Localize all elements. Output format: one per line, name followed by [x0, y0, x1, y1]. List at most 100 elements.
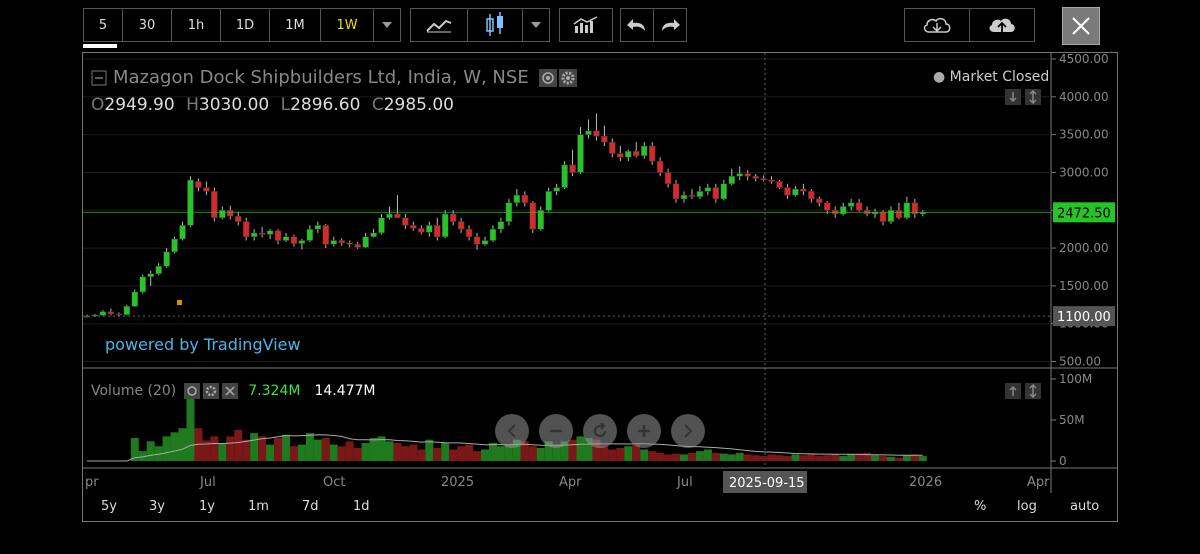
- chart-canvas[interactable]: 4500.004000.003500.003000.002500.002000.…: [83, 53, 1117, 493]
- volume-bar: [855, 453, 864, 461]
- candle-body: [274, 230, 282, 241]
- arrow-up-icon[interactable]: [1005, 383, 1021, 399]
- zoom-in-button[interactable]: [627, 414, 661, 448]
- candle-body: [362, 236, 369, 248]
- redo-button[interactable]: [653, 8, 687, 42]
- volume-bar: [250, 433, 259, 461]
- volume-bar: [600, 446, 609, 461]
- settings-gear-icon[interactable]: [203, 383, 220, 399]
- redo-icon: [662, 19, 680, 31]
- candle-body: [195, 181, 202, 188]
- volume-bar: [377, 436, 386, 461]
- candle-body: [712, 187, 720, 200]
- price-tick-label: 3500.00: [1059, 128, 1109, 142]
- interval-1h-button[interactable]: 1h: [171, 8, 221, 42]
- plus-icon: [638, 425, 650, 437]
- candle-body: [784, 187, 791, 196]
- range-1d-button[interactable]: 1d: [353, 499, 370, 514]
- candle-body: [752, 175, 759, 179]
- scroll-left-button[interactable]: [495, 414, 529, 448]
- interval-label: 1h: [187, 17, 205, 33]
- range-7d-button[interactable]: 7d: [302, 499, 319, 514]
- time-axis-label: Jul: [676, 475, 693, 490]
- candle-body: [250, 232, 258, 237]
- chart-type-line-button[interactable]: [410, 8, 468, 42]
- reset-zoom-button[interactable]: [583, 414, 617, 448]
- candle-body: [808, 191, 815, 200]
- range-3y-button[interactable]: 3y: [149, 499, 165, 514]
- interval-label: 1M: [285, 17, 305, 33]
- volume-bar: [576, 436, 585, 461]
- interval-5-button[interactable]: 5: [83, 8, 123, 42]
- chart-type-candle-button[interactable]: [467, 8, 523, 42]
- interval-1d-button[interactable]: 1D: [220, 8, 270, 42]
- volume-bar: [799, 455, 808, 461]
- candle-body: [792, 188, 799, 196]
- candle-body: [489, 228, 497, 241]
- crosshair-price-badge: [1053, 306, 1115, 327]
- collapse-icon[interactable]: [91, 70, 107, 86]
- close-button[interactable]: [1062, 7, 1100, 45]
- price-tick-label: 500.00: [1059, 355, 1101, 369]
- log-scale-button[interactable]: log: [1017, 499, 1037, 514]
- auto-scale-button[interactable]: auto: [1070, 499, 1100, 514]
- volume-bar: [369, 438, 378, 461]
- chart-type-dropdown-button[interactable]: [522, 8, 550, 42]
- candle-body: [672, 183, 680, 200]
- interval-1m-button[interactable]: 1M: [269, 8, 321, 42]
- volume-bar: [162, 436, 171, 461]
- expand-icon[interactable]: [1025, 89, 1041, 105]
- interval-1w-button[interactable]: 1W: [320, 8, 374, 42]
- range-1m-button[interactable]: 1m: [248, 499, 269, 514]
- visibility-icon[interactable]: [184, 383, 201, 399]
- interval-dropdown-button[interactable]: [373, 8, 401, 42]
- expand-icon[interactable]: [1025, 383, 1041, 399]
- candle-body: [800, 188, 807, 192]
- load-chart-button[interactable]: [904, 8, 970, 42]
- candle-body: [258, 232, 266, 235]
- indicators-button[interactable]: [559, 8, 613, 42]
- volume-bar: [130, 438, 139, 461]
- settings-gear-icon[interactable]: [558, 68, 577, 87]
- volume-bar: [313, 439, 322, 461]
- candle-body: [394, 213, 401, 219]
- visibility-icon[interactable]: [538, 68, 557, 87]
- tradingview-branding[interactable]: powered by TradingView: [105, 335, 301, 354]
- ohlc-values: O2949.90 H3030.00 L2896.60 C2985.00: [91, 95, 454, 115]
- volume-bar: [409, 444, 418, 461]
- time-axis-label: 2025: [441, 475, 474, 490]
- candle-body: [553, 187, 560, 192]
- interval-30-button[interactable]: 30: [122, 8, 172, 42]
- volume-bar: [473, 451, 482, 461]
- candle-body: [131, 291, 139, 307]
- remove-icon[interactable]: [222, 383, 239, 399]
- scroll-right-button[interactable]: [671, 414, 705, 448]
- volume-bar: [329, 444, 338, 461]
- save-chart-button[interactable]: [969, 8, 1035, 42]
- candle-body: [322, 225, 330, 245]
- volume-bar: [711, 452, 720, 461]
- volume-legend: Volume (20) 7.324M 14.477M: [91, 383, 376, 399]
- active-interval-indicator: [83, 44, 117, 48]
- candle-body: [521, 194, 529, 203]
- time-axis-label: Apr: [1027, 475, 1050, 490]
- percent-scale-button[interactable]: %: [974, 499, 987, 514]
- range-bar: 5y 3y 1y 1m 7d 1d % log auto: [83, 493, 1117, 521]
- range-1y-button[interactable]: 1y: [199, 499, 215, 514]
- zoom-out-button[interactable]: [539, 414, 573, 448]
- undo-button[interactable]: [620, 8, 654, 42]
- volume-bar: [393, 442, 402, 461]
- volume-bar: [218, 442, 227, 461]
- volume-bar: [672, 453, 681, 461]
- candle-body: [306, 228, 314, 241]
- volume-bar: [528, 446, 537, 461]
- volume-bar: [735, 452, 744, 461]
- candle-body: [163, 251, 170, 267]
- candle-body: [449, 213, 457, 222]
- range-5y-button[interactable]: 5y: [101, 499, 117, 514]
- arrow-down-icon[interactable]: [1005, 89, 1021, 105]
- candle-body: [433, 225, 441, 237]
- volume-bar: [401, 446, 410, 461]
- candle-body: [656, 160, 664, 173]
- volume-bar: [568, 439, 577, 461]
